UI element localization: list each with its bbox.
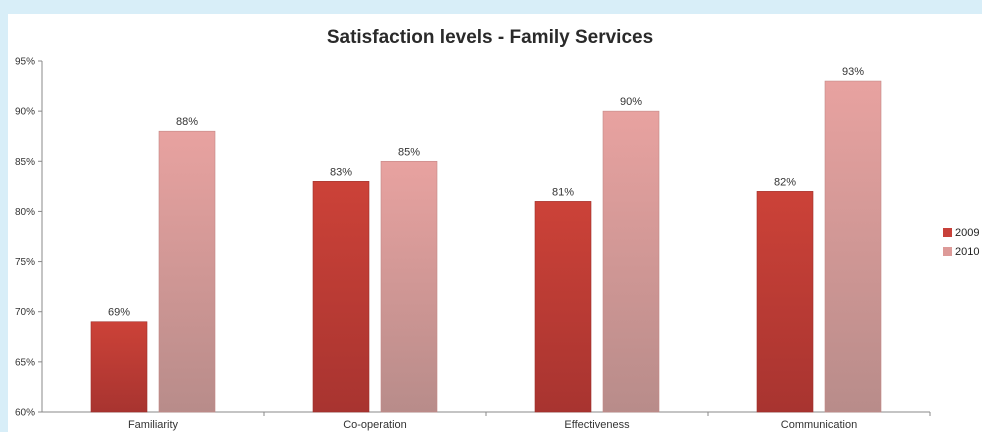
data-label: 82% (774, 176, 796, 188)
legend-swatch-2010 (943, 247, 952, 256)
bar-2010-co-operation (380, 160, 438, 413)
category-label: Familiarity (128, 419, 179, 431)
axes: 60% 65% 70% 75% 80% 85% 90% 95% Familiarity Co-op… (15, 57, 931, 431)
bar-2009-co-operation (312, 181, 370, 413)
data-label: 93% (842, 66, 864, 78)
legend: 2009 2010 (943, 227, 979, 258)
y-tick-label: 65% (15, 357, 35, 368)
category-label: Co-operation (343, 419, 407, 431)
chart-title: Satisfaction levels - Family Services (327, 27, 653, 48)
bar-2010-communication (824, 80, 882, 413)
bar-2010-familiarity (158, 130, 216, 413)
legend-label: 2010 (955, 246, 979, 258)
data-label: 90% (620, 96, 642, 108)
legend-swatch-2009 (943, 228, 952, 237)
data-label: 83% (330, 166, 352, 178)
bars: 69% 88% 83% 85% 81% 90% 82% 93% (90, 66, 882, 413)
y-tick-label: 70% (15, 307, 35, 318)
data-label: 81% (552, 186, 574, 198)
category-label: Effectiveness (564, 419, 630, 431)
bar-2010-effectiveness (602, 110, 660, 413)
y-tick-label: 60% (15, 408, 35, 419)
data-label: 88% (176, 116, 198, 128)
bar-2009-communication (756, 191, 814, 413)
bar-2009-effectiveness (534, 201, 592, 413)
y-tick-label: 85% (15, 157, 35, 168)
y-tick-label: 90% (15, 107, 35, 118)
legend-label: 2009 (955, 227, 979, 239)
y-tick-label: 80% (15, 207, 35, 218)
y-tick-label: 75% (15, 257, 35, 268)
data-label: 69% (108, 307, 130, 319)
bar-2009-familiarity (90, 321, 148, 413)
y-tick-label: 95% (15, 57, 35, 68)
data-label: 85% (398, 146, 420, 158)
category-label: Communication (781, 419, 857, 431)
